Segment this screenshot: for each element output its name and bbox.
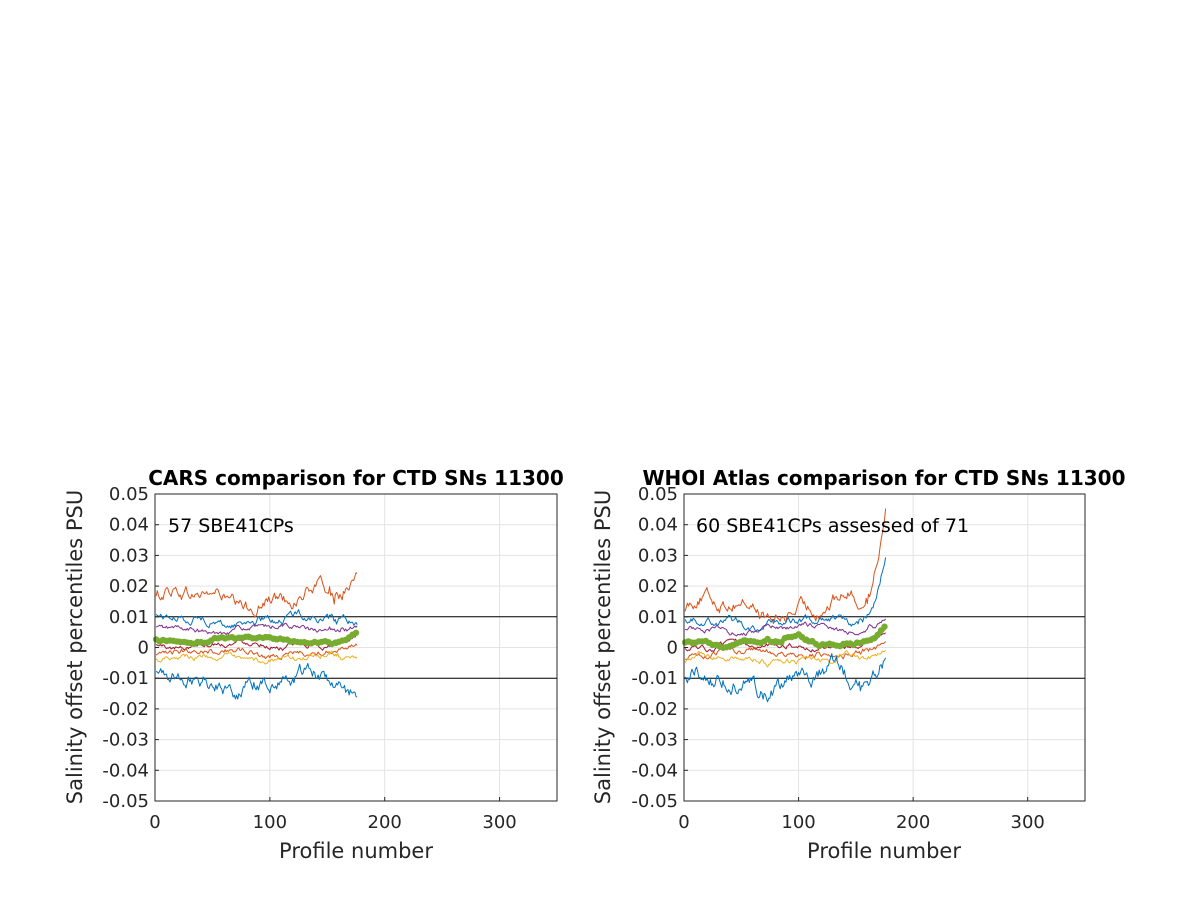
y-tick-label: 0 bbox=[667, 638, 678, 659]
whoi-atlas-comparison-panel: 0.05 0.04 0.03 0.02 0.01 0 -0.01 -0.02 -0.03 -0.0… bbox=[591, 466, 1126, 863]
y-tick-label: -0.05 bbox=[631, 791, 678, 812]
percentile-series-line bbox=[684, 653, 887, 703]
percentile-series-line bbox=[155, 643, 358, 661]
y-tick-labels: 0.05 0.04 0.03 0.02 0.01 0 -0.01 -0.02 -0.03 -0.0… bbox=[102, 484, 159, 812]
series-group bbox=[681, 508, 888, 703]
x-tick-labels: 0 100 200 300 bbox=[678, 797, 1045, 833]
y-tick-label: 0.04 bbox=[638, 515, 678, 536]
y-tick-label: -0.04 bbox=[631, 760, 678, 781]
y-tick-label: -0.05 bbox=[102, 791, 149, 812]
series-group bbox=[152, 572, 360, 700]
x-tick-label: 100 bbox=[781, 812, 815, 833]
annotation-count: 60 SBE41CPs assessed of 71 bbox=[696, 515, 969, 537]
median-marker bbox=[874, 631, 881, 639]
y-tick-label: 0.01 bbox=[109, 607, 149, 628]
percentile-series-line bbox=[684, 557, 887, 632]
x-tick-label: 200 bbox=[896, 812, 930, 833]
y-tick-label: 0.03 bbox=[109, 545, 149, 566]
y-tick-label: 0.04 bbox=[109, 515, 149, 536]
x-axis-label: Profile number bbox=[807, 839, 961, 863]
percentile-series-line bbox=[155, 662, 358, 700]
median-marker bbox=[881, 623, 888, 630]
y-tick-labels: 0.05 0.04 0.03 0.02 0.01 0 -0.01 -0.02 -0.03 -0.0… bbox=[631, 484, 688, 812]
y-tick-label: 0 bbox=[138, 638, 149, 659]
annotation-count: 57 SBE41CPs bbox=[168, 515, 294, 537]
chart-title: CARS comparison for CTD SNs 11300 bbox=[148, 466, 563, 490]
x-tick-label: 0 bbox=[149, 812, 160, 833]
x-tick-label: 200 bbox=[368, 812, 402, 833]
y-tick-label: -0.02 bbox=[102, 699, 149, 720]
percentile-series-line bbox=[155, 633, 358, 651]
median-marker bbox=[352, 629, 360, 636]
y-tick-label: 0.03 bbox=[638, 545, 678, 566]
y-tick-label: -0.03 bbox=[102, 730, 149, 751]
y-tick-label: 0.05 bbox=[109, 484, 149, 505]
x-tick-label: 100 bbox=[253, 812, 287, 833]
x-tick-labels: 0 100 200 300 bbox=[149, 797, 517, 833]
percentile-series-line bbox=[155, 609, 358, 629]
percentile-series-line bbox=[155, 572, 358, 618]
x-axis-label: Profile number bbox=[279, 839, 433, 863]
y-tick-label: 0.01 bbox=[638, 607, 678, 628]
chart-title: WHOI Atlas comparison for CTD SNs 11300 bbox=[642, 466, 1125, 490]
y-tick-label: -0.01 bbox=[631, 668, 678, 689]
percentile-series-line bbox=[684, 508, 887, 625]
percentile-series-line bbox=[684, 618, 886, 637]
x-tick-label: 300 bbox=[1011, 812, 1045, 833]
cars-comparison-panel: 0.05 0.04 0.03 0.02 0.01 0 -0.01 -0.02 -0.03 -0.0… bbox=[63, 466, 564, 863]
median-marker bbox=[778, 639, 785, 646]
x-tick-label: 300 bbox=[482, 812, 516, 833]
y-tick-label: -0.02 bbox=[631, 699, 678, 720]
percentile-series-line bbox=[155, 622, 358, 635]
y-axis-label: Salinity offset percentiles PSU bbox=[591, 490, 615, 804]
percentile-series-line bbox=[685, 641, 886, 660]
y-tick-label: -0.01 bbox=[102, 668, 149, 689]
x-tick-label: 0 bbox=[678, 812, 689, 833]
y-tick-label: -0.04 bbox=[102, 760, 149, 781]
y-tick-label: 0.02 bbox=[638, 576, 678, 597]
y-tick-label: 0.05 bbox=[638, 484, 678, 505]
percentile-series-line bbox=[155, 650, 358, 665]
percentile-series-line bbox=[684, 649, 886, 668]
y-axis-label: Salinity offset percentiles PSU bbox=[63, 490, 87, 804]
y-tick-label: 0.02 bbox=[109, 576, 149, 597]
y-tick-label: -0.03 bbox=[631, 730, 678, 751]
reference-lines bbox=[155, 616, 557, 679]
